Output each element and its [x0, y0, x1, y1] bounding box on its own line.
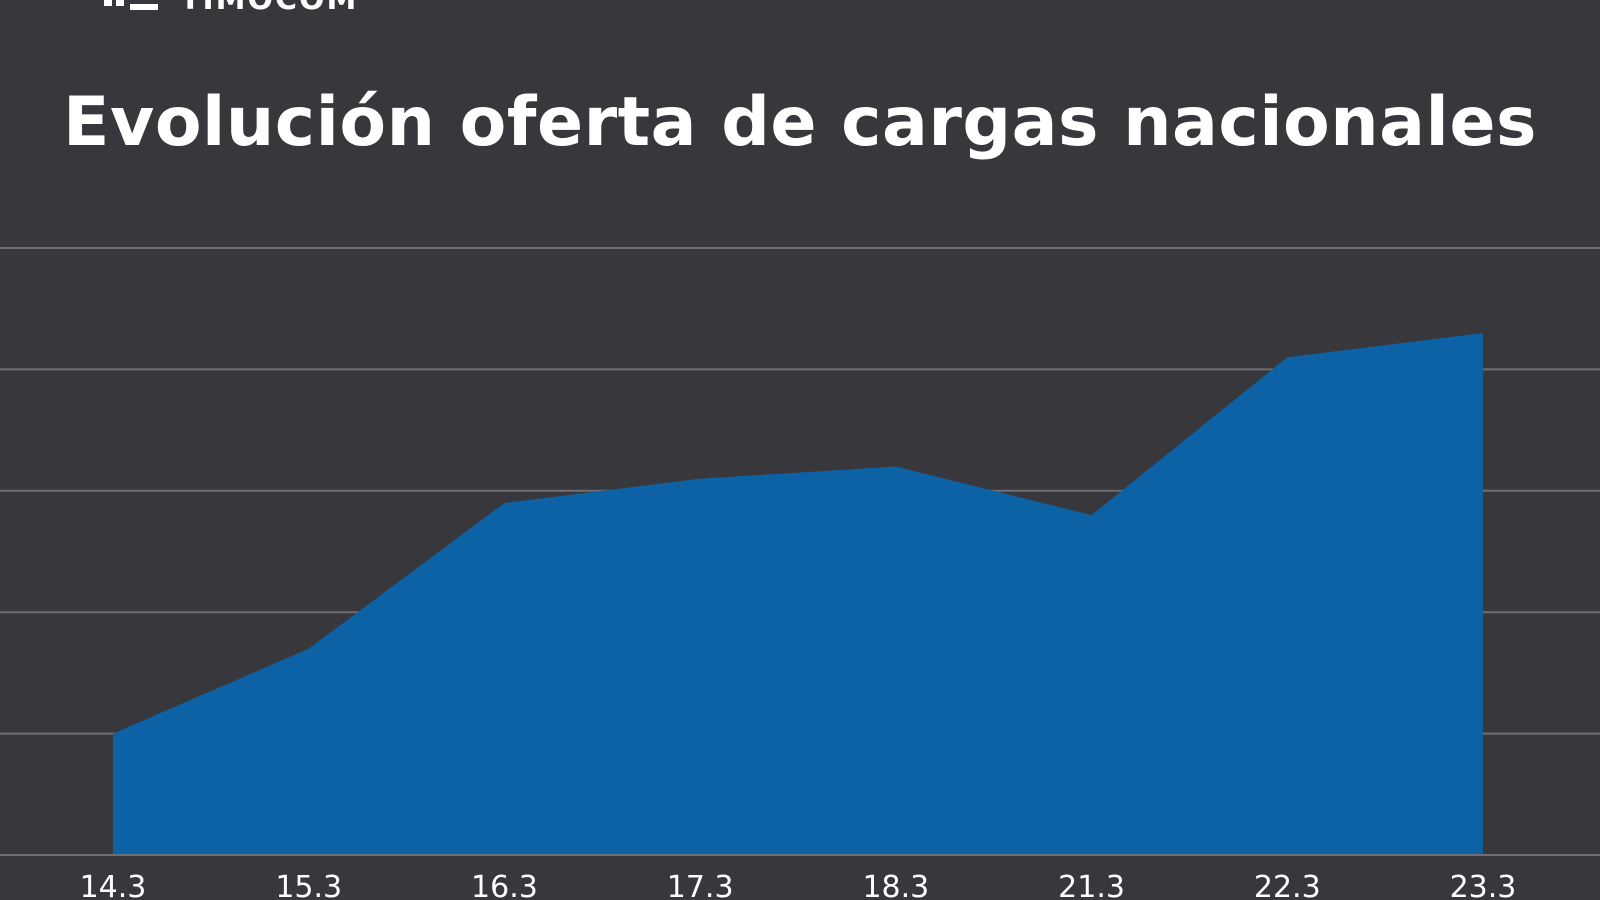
- brand: TIMOCOM: [104, 0, 358, 16]
- x-tick-label: 22.3: [1254, 870, 1321, 900]
- x-tick-label: 18.3: [862, 870, 929, 900]
- x-tick-label: 16.3: [471, 870, 538, 900]
- timocom-logo-icon: [104, 0, 158, 16]
- chart-title: Evolución oferta de cargas nacionales: [63, 83, 1537, 162]
- x-tick-label: 17.3: [667, 870, 734, 900]
- x-tick-label: 15.3: [275, 870, 342, 900]
- x-tick-label: 21.3: [1058, 870, 1125, 900]
- area-series: [113, 332, 1483, 856]
- brand-name: TIMOCOM: [180, 0, 358, 16]
- x-tick-label: 23.3: [1450, 870, 1517, 900]
- x-tick-label: 14.3: [80, 870, 147, 900]
